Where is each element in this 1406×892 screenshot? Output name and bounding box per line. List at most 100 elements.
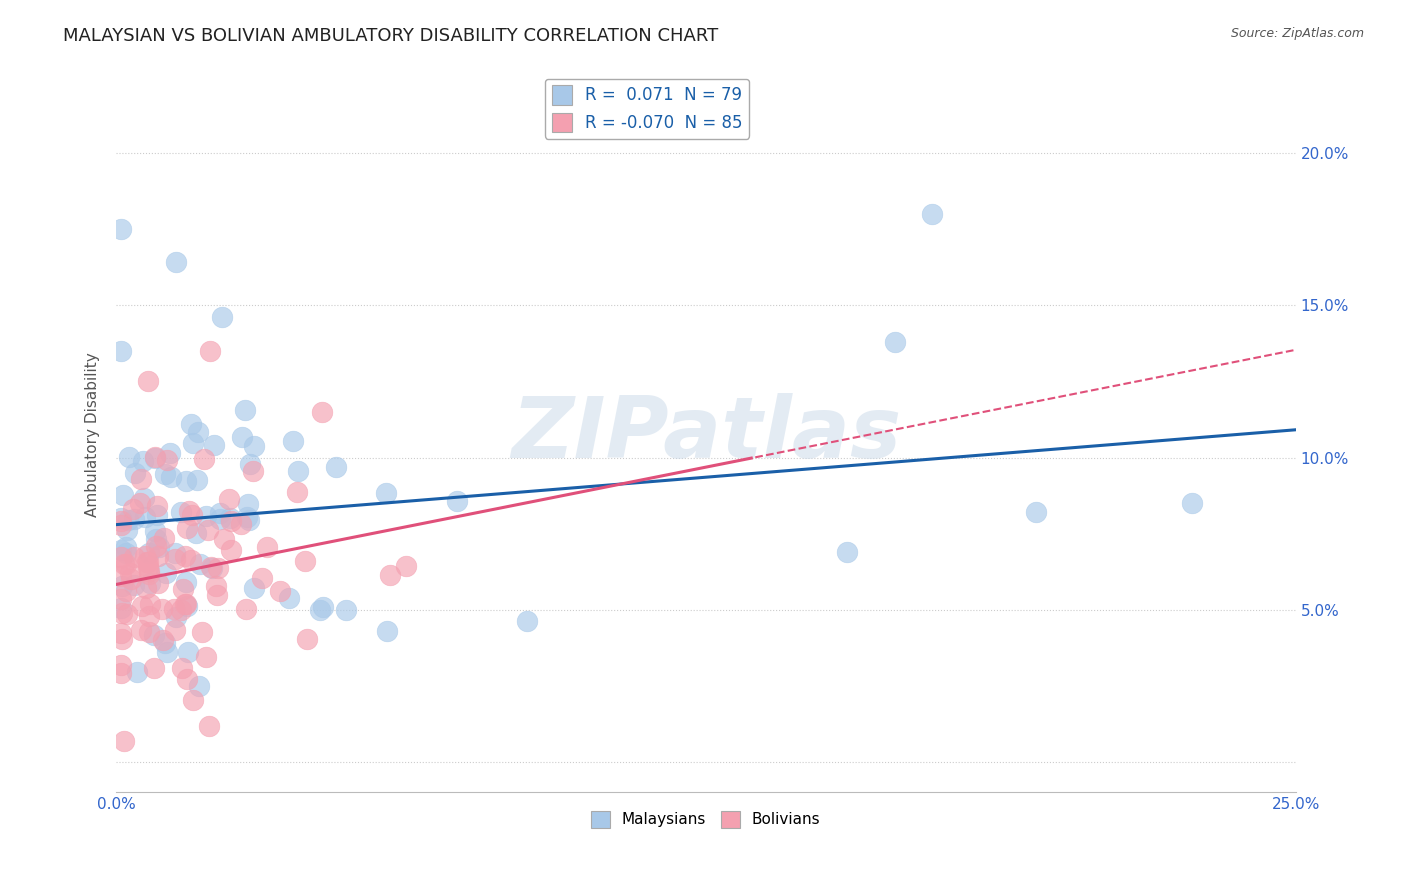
- Point: [134, 509, 156, 524]
- Point: [165, 546, 187, 560]
- Point: [110, 549, 132, 564]
- Point: [131, 599, 153, 613]
- Point: [138, 609, 160, 624]
- Point: [1025, 505, 1047, 519]
- Point: [208, 506, 231, 520]
- Point: [170, 603, 193, 617]
- Point: [219, 511, 242, 525]
- Point: [118, 566, 141, 580]
- Point: [177, 503, 200, 517]
- Point: [110, 579, 132, 593]
- Point: [146, 549, 169, 563]
- Point: [138, 564, 160, 578]
- Point: [160, 470, 183, 484]
- Point: [231, 430, 253, 444]
- Point: [202, 438, 225, 452]
- Point: [238, 498, 260, 512]
- Point: [114, 558, 136, 572]
- Point: [146, 500, 169, 514]
- Point: [446, 494, 468, 508]
- Point: [285, 485, 308, 500]
- Point: [176, 521, 198, 535]
- Point: [181, 508, 204, 523]
- Point: [138, 597, 160, 611]
- Point: [122, 512, 145, 526]
- Point: [295, 632, 318, 646]
- Point: [124, 578, 146, 592]
- Point: [159, 446, 181, 460]
- Point: [176, 599, 198, 613]
- Point: [374, 485, 396, 500]
- Point: [110, 601, 132, 615]
- Point: [138, 545, 160, 559]
- Point: [153, 636, 176, 650]
- Point: [111, 606, 134, 620]
- Point: [138, 567, 160, 582]
- Point: [205, 588, 228, 602]
- Point: [163, 551, 186, 566]
- Point: [128, 496, 150, 510]
- Text: MALAYSIAN VS BOLIVIAN AMBULATORY DISABILITY CORRELATION CHART: MALAYSIAN VS BOLIVIAN AMBULATORY DISABIL…: [63, 27, 718, 45]
- Point: [287, 464, 309, 478]
- Point: [110, 591, 132, 606]
- Point: [174, 475, 197, 489]
- Point: [883, 334, 905, 349]
- Point: [129, 623, 152, 637]
- Point: [148, 541, 170, 555]
- Point: [278, 591, 301, 605]
- Legend: Malaysians, Bolivians: Malaysians, Bolivians: [585, 805, 827, 834]
- Point: [143, 450, 166, 464]
- Point: [180, 553, 202, 567]
- Point: [152, 632, 174, 647]
- Point: [112, 733, 135, 747]
- Point: [309, 603, 332, 617]
- Point: [110, 514, 132, 528]
- Point: [184, 525, 207, 540]
- Point: [110, 543, 132, 558]
- Y-axis label: Ambulatory Disability: Ambulatory Disability: [86, 352, 100, 517]
- Point: [219, 514, 242, 528]
- Point: [174, 574, 197, 589]
- Point: [198, 719, 221, 733]
- Point: [111, 488, 134, 502]
- Point: [242, 581, 264, 595]
- Point: [837, 545, 859, 559]
- Point: [235, 601, 257, 615]
- Text: ZIPatlas: ZIPatlas: [510, 393, 901, 476]
- Text: Source: ZipAtlas.com: Source: ZipAtlas.com: [1230, 27, 1364, 40]
- Point: [174, 549, 197, 563]
- Point: [181, 436, 204, 450]
- Point: [132, 491, 155, 505]
- Point: [134, 549, 156, 563]
- Point: [115, 546, 138, 560]
- Point: [170, 661, 193, 675]
- Point: [120, 572, 142, 586]
- Point: [153, 531, 176, 545]
- Point: [188, 557, 211, 571]
- Point: [208, 512, 231, 526]
- Point: [146, 576, 169, 591]
- Point: [170, 505, 193, 519]
- Point: [122, 502, 145, 516]
- Point: [921, 207, 943, 221]
- Point: [516, 614, 538, 628]
- Point: [176, 645, 198, 659]
- Point: [153, 467, 176, 481]
- Point: [194, 508, 217, 523]
- Point: [174, 597, 197, 611]
- Point: [200, 560, 222, 574]
- Point: [136, 554, 159, 568]
- Point: [110, 222, 132, 236]
- Point: [115, 607, 138, 621]
- Point: [229, 517, 252, 532]
- Point: [122, 550, 145, 565]
- Point: [163, 602, 186, 616]
- Point: [335, 603, 357, 617]
- Point: [256, 541, 278, 555]
- Point: [127, 665, 149, 679]
- Point: [143, 450, 166, 465]
- Point: [197, 523, 219, 537]
- Point: [218, 492, 240, 507]
- Point: [110, 657, 132, 672]
- Point: [191, 624, 214, 639]
